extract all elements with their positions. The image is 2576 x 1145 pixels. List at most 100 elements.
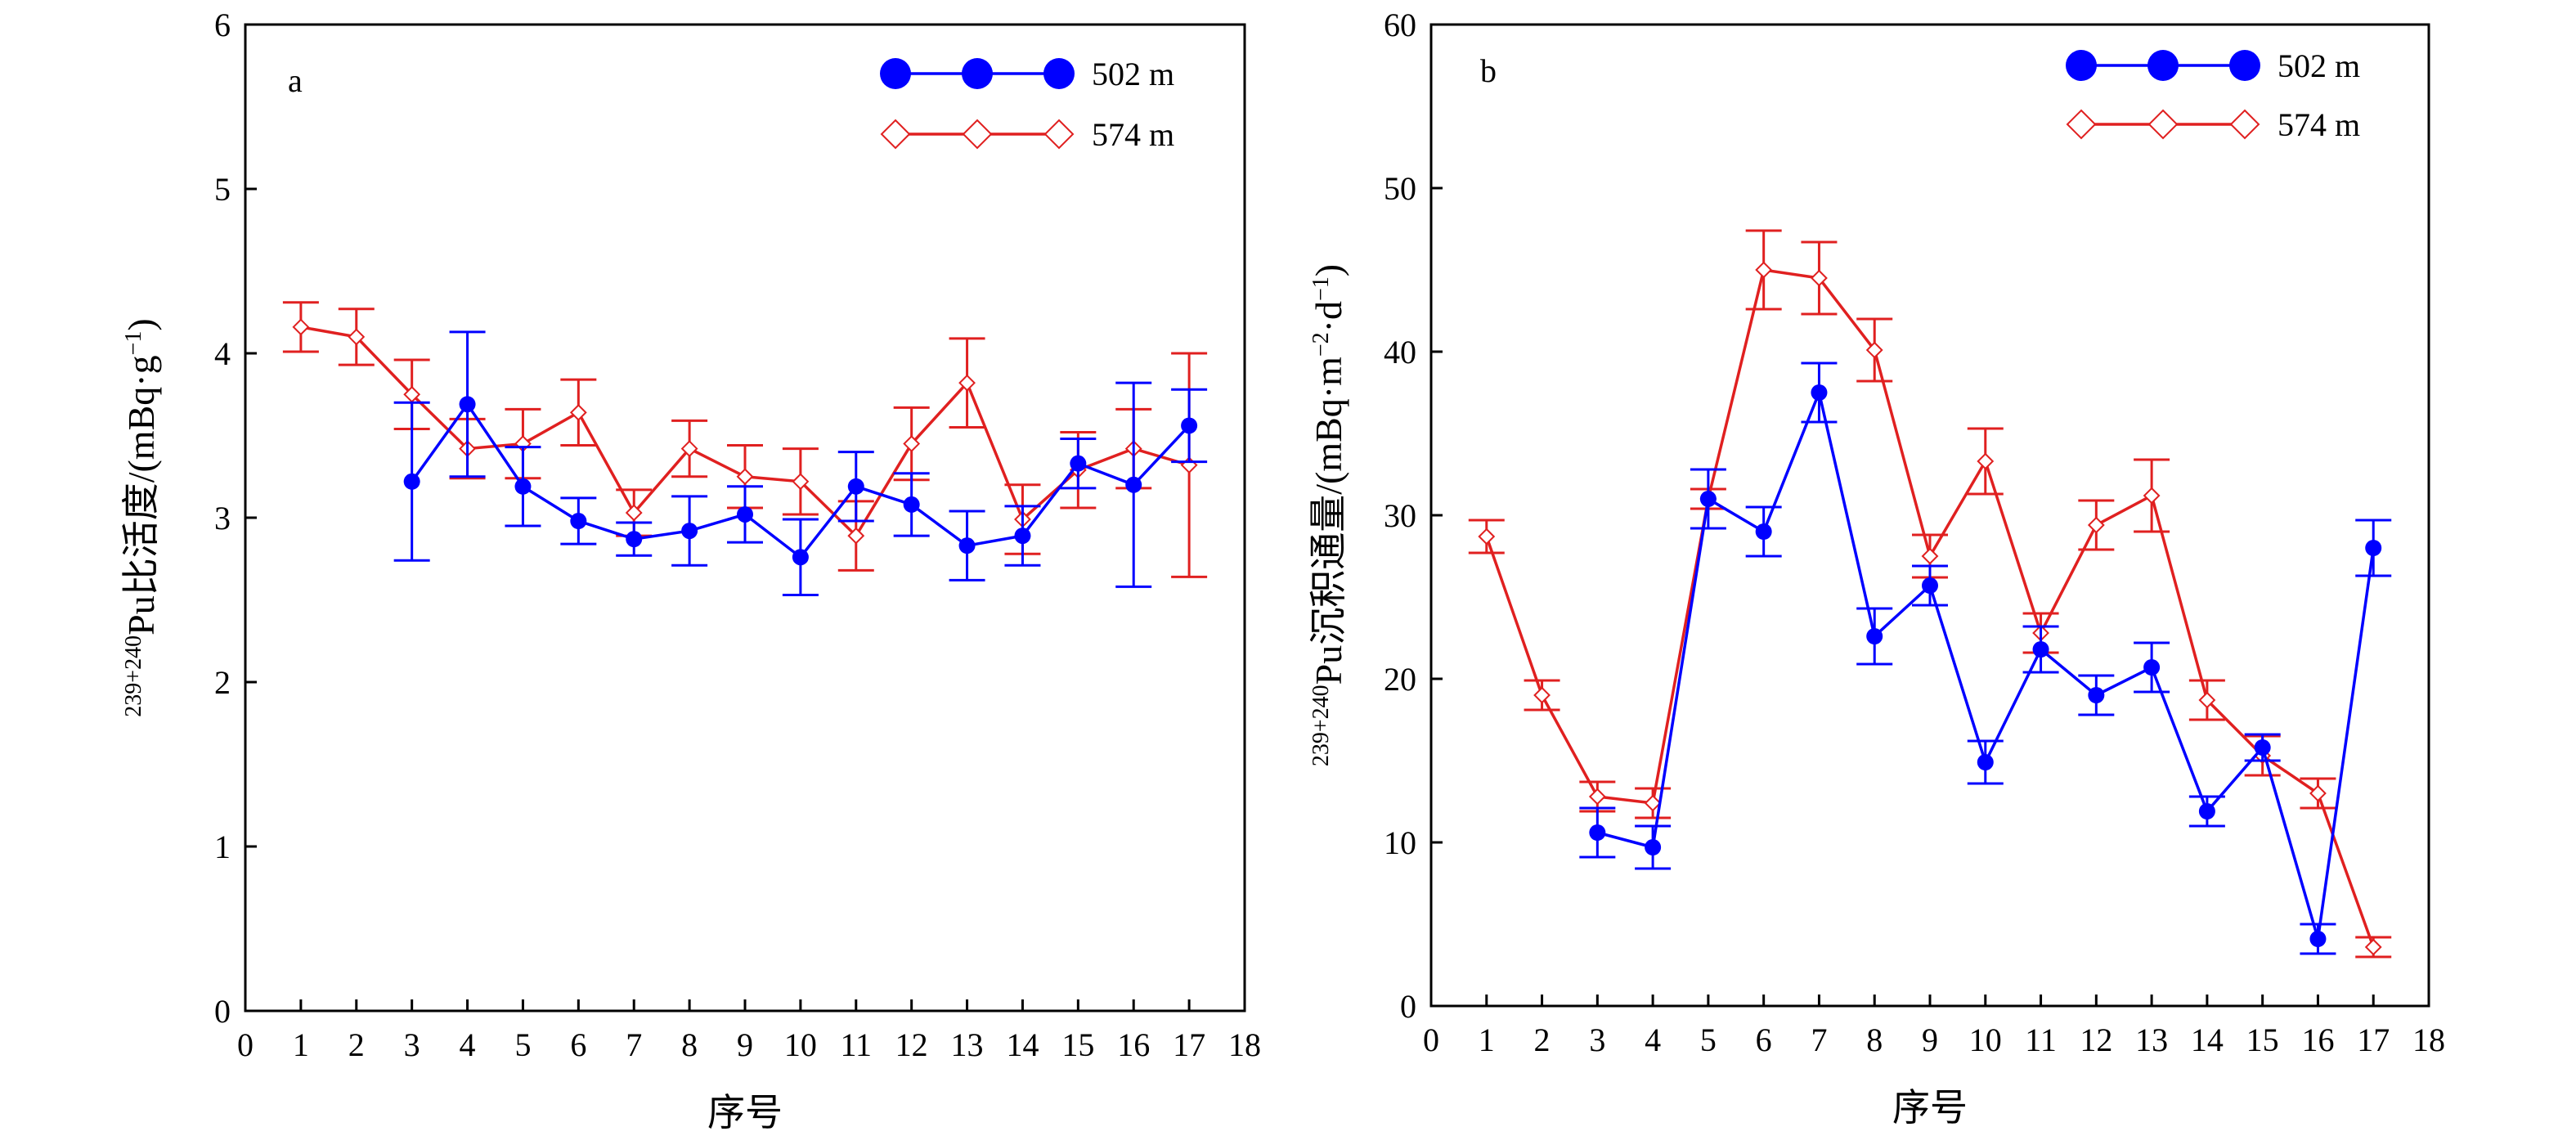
data-point bbox=[680, 440, 698, 457]
y-tick-label: 5 bbox=[214, 171, 231, 208]
x-tick-label: 8 bbox=[681, 1026, 698, 1063]
panel-b-y-axis-title-suffix: ) bbox=[1308, 264, 1349, 276]
legend-label: 574 m bbox=[2278, 106, 2360, 143]
legend-marker bbox=[2229, 50, 2260, 81]
x-tick-label: 11 bbox=[2025, 1022, 2057, 1058]
x-tick-label: 6 bbox=[570, 1026, 586, 1063]
x-tick-label: 12 bbox=[895, 1026, 928, 1063]
data-point bbox=[2088, 687, 2105, 703]
x-tick-label: 18 bbox=[1228, 1026, 1261, 1063]
x-tick-label: 17 bbox=[2357, 1022, 2390, 1058]
y-tick-label: 0 bbox=[1400, 988, 1416, 1025]
data-point bbox=[2032, 641, 2049, 658]
data-point bbox=[514, 478, 532, 495]
y-tick-label: 60 bbox=[1384, 7, 1416, 43]
data-point bbox=[1811, 384, 1828, 401]
legend-marker bbox=[2147, 50, 2179, 81]
data-point bbox=[1181, 417, 1198, 434]
panel-b-y-axis-title-main: Pu沉积通量/(mBq·m bbox=[1308, 357, 1349, 685]
data-point bbox=[1588, 788, 1606, 806]
legend-label: 574 m bbox=[1092, 116, 1174, 153]
data-point bbox=[958, 374, 976, 392]
panel-b-series bbox=[1468, 229, 2392, 959]
x-tick-label: 2 bbox=[348, 1026, 365, 1063]
data-point bbox=[903, 496, 920, 513]
data-point bbox=[1866, 628, 1883, 644]
data-point bbox=[1865, 341, 1883, 359]
legend-entry-574-m: 574 m bbox=[2066, 106, 2360, 143]
data-point bbox=[681, 523, 698, 540]
panel-b: 0 1 2 3 4 5 6 7 8 9 10 11 12 13 14 15 16 17 18010203040506… bbox=[1308, 7, 2445, 1129]
data-point bbox=[1645, 839, 1662, 855]
data-point bbox=[847, 527, 865, 545]
x-tick-label: 4 bbox=[460, 1026, 476, 1063]
data-point bbox=[292, 318, 310, 336]
legend-label: 502 m bbox=[2278, 47, 2360, 84]
panel-b-ticks: 0 1 2 3 4 5 6 7 8 9 10 11 12 13 14 15 16 17 18010203040506… bbox=[1384, 7, 2445, 1058]
data-point bbox=[737, 505, 753, 523]
data-point bbox=[1125, 476, 1142, 493]
data-point bbox=[1755, 523, 1772, 540]
data-point bbox=[1014, 528, 1031, 545]
x-tick-label: 17 bbox=[1173, 1026, 1205, 1063]
legend-marker bbox=[2066, 50, 2097, 81]
y-tick-label: 30 bbox=[1384, 497, 1416, 534]
legend-marker bbox=[1043, 58, 1075, 89]
x-tick-label: 13 bbox=[951, 1026, 984, 1063]
panel-a-letter: a bbox=[288, 62, 303, 99]
data-point bbox=[625, 504, 643, 522]
data-point bbox=[1755, 261, 1773, 279]
data-point bbox=[626, 531, 643, 548]
data-point bbox=[1921, 547, 1939, 565]
panel-b-y-axis-title: 239+240Pu沉积通量/(mBq·m−2·d−1) bbox=[1308, 264, 1349, 766]
series-502-m bbox=[393, 330, 1208, 596]
x-tick-label: 4 bbox=[1645, 1022, 1661, 1058]
data-point bbox=[1811, 269, 1828, 287]
data-point bbox=[1977, 452, 1995, 470]
data-point bbox=[1922, 577, 1938, 594]
y-tick-label: 3 bbox=[214, 500, 231, 537]
x-tick-label: 1 bbox=[1479, 1022, 1495, 1058]
data-point bbox=[958, 537, 976, 555]
x-tick-label: 7 bbox=[1811, 1022, 1827, 1058]
x-tick-label: 0 bbox=[1423, 1022, 1439, 1058]
legend-marker bbox=[962, 58, 993, 89]
x-tick-label: 0 bbox=[237, 1026, 254, 1063]
data-point bbox=[2198, 691, 2216, 709]
x-tick-label: 14 bbox=[1006, 1026, 1039, 1063]
data-point bbox=[903, 435, 921, 452]
panel-a-y-axis-title-superscript: 239+240 bbox=[121, 635, 146, 717]
panel-b-legend: 502 m 574 m bbox=[2066, 47, 2360, 143]
y-tick-label: 40 bbox=[1384, 334, 1416, 370]
panel-b-y-axis-title-middle: ·d bbox=[1308, 301, 1349, 332]
data-point bbox=[736, 468, 754, 486]
x-tick-label: 3 bbox=[1589, 1022, 1605, 1058]
data-point bbox=[1977, 754, 1994, 770]
panel-a-y-axis-title-main: Pu比活度/(mBq·g bbox=[120, 355, 162, 635]
data-point bbox=[2087, 516, 2105, 534]
x-tick-label: 18 bbox=[2412, 1022, 2445, 1058]
data-point bbox=[1533, 686, 1551, 704]
panel-a-legend: 502 m 574 m bbox=[880, 56, 1174, 153]
legend-marker bbox=[2147, 109, 2179, 140]
x-tick-label: 6 bbox=[1756, 1022, 1772, 1058]
data-point bbox=[1644, 794, 1662, 812]
series-502-m bbox=[1579, 361, 2392, 955]
y-tick-label: 6 bbox=[214, 7, 231, 43]
x-tick-label: 8 bbox=[1866, 1022, 1883, 1058]
x-tick-label: 5 bbox=[1700, 1022, 1717, 1058]
x-tick-label: 9 bbox=[1922, 1022, 1938, 1058]
y-tick-label: 10 bbox=[1384, 824, 1416, 861]
x-tick-label: 2 bbox=[1534, 1022, 1551, 1058]
data-point bbox=[2364, 938, 2382, 956]
data-point bbox=[2198, 803, 2215, 819]
y-tick-label: 0 bbox=[214, 993, 231, 1030]
x-tick-label: 5 bbox=[514, 1026, 531, 1063]
panel-b-y-axis-title-unit-superscript-2: −1 bbox=[1308, 276, 1334, 301]
x-tick-label: 16 bbox=[2301, 1022, 2334, 1058]
panel-a-series bbox=[282, 301, 1208, 596]
data-point bbox=[1589, 824, 1606, 841]
